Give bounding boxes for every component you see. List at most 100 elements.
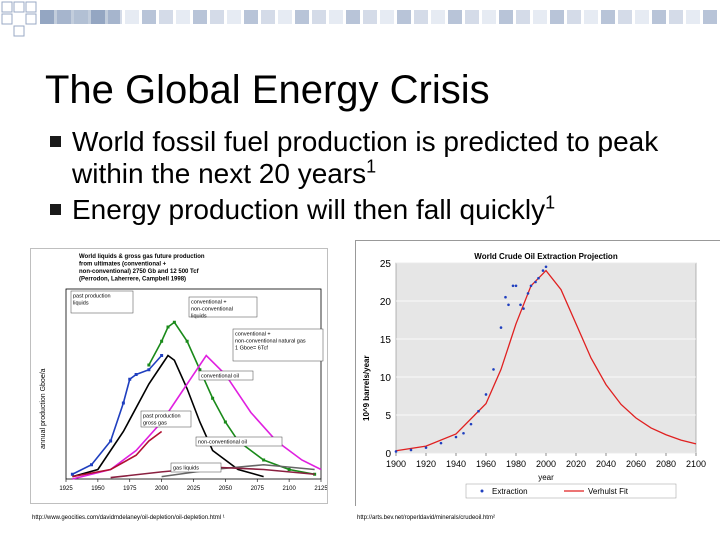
grid-square [159,10,173,24]
annotation-box [198,370,254,381]
annotation-box [232,328,324,362]
grid-square [686,10,700,24]
grid-square [363,10,377,24]
chart-title-line: (Perrodon, Laherrere, Campbell 1998) [79,277,186,283]
series-point [70,472,74,476]
y-tick-label: 10 [380,373,392,384]
grid-square [703,10,717,24]
grid-square [74,10,88,24]
annotation-label: liquids [191,314,207,320]
annotation-label: conventional oil [201,374,239,380]
bullet-text: Energy production will then fall quickly [72,194,546,225]
grid-square [261,10,275,24]
x-tick-label: 1920 [416,459,436,469]
annotation-label: liquids [73,301,89,307]
series-point [454,435,458,439]
liquids-gas-production-chart: 1925 1950 1975 2000 2025 2050 2075 2100 2125 annu… [30,248,328,504]
annotation-box [70,290,134,314]
grid-square [635,10,649,24]
series-point [492,368,495,371]
grid-square [142,10,156,24]
series-point [529,284,533,288]
grid-square [380,10,394,24]
series-point [172,320,176,324]
annotation-label: past production [143,414,181,420]
x-tick-label: 2020 [566,459,586,469]
series-line [72,354,322,480]
series-point [185,339,189,343]
annotation-box [170,462,222,473]
grid-square [431,10,445,24]
source-link-right[interactable]: http://arts.bev.net/roperldavid/minerals… [357,515,495,521]
x-tick-label: 1900 [386,459,406,469]
grid-square [618,10,632,24]
source-link-left[interactable]: http://www.geocities.com/davidmdelaney/o… [32,515,225,521]
y-axis-label: annual production Gboe/a [40,368,47,449]
annotation-label: non-conventional [191,307,233,313]
series-point [511,284,515,288]
series-point [526,292,530,295]
x-tick-label: 2040 [596,459,616,469]
plot-area [395,262,697,454]
grid-square [57,10,71,24]
series-point [462,431,465,435]
series-point [522,307,525,310]
grid-square [550,10,564,24]
series-point [160,354,164,357]
grid-square [414,10,428,24]
grid-square [329,10,343,24]
series-point [287,468,291,471]
series-point [469,422,473,426]
x-tick-label: 1950 [91,486,105,492]
annotation-label: gas liquids [173,466,199,472]
corner-grid-decoration [1,1,717,37]
x-tick-label: 2075 [251,486,265,492]
grid-square [91,10,105,24]
annotation-label: 1 Gboe= 6Tcf [235,346,268,352]
bullet-item: World fossil fuel production is predicte… [50,126,710,190]
series-line [72,430,163,478]
series-point [519,303,522,307]
chart-title-line: from ultimates (conventional + [79,262,167,268]
y-tick-label: 20 [380,297,392,308]
grid-square [13,1,25,13]
series-line [72,354,264,478]
grid-square [40,10,120,24]
grid-square [567,10,581,24]
series-point [507,303,510,307]
grid-square [227,10,241,24]
grid-square [652,10,666,24]
y-tick-label: 0 [385,449,391,460]
x-tick-label: 2025 [187,486,201,492]
series-point [134,373,138,376]
grid-square [584,10,598,24]
grid-square [448,10,462,24]
series-point [439,441,443,445]
legend-label-fit: Verhulst Fit [588,487,629,496]
x-tick-label: 2100 [686,459,706,469]
grid-square [482,10,496,24]
series-point [544,265,548,269]
grid-square [295,10,309,24]
series-point [198,368,202,372]
plot-area [65,288,322,480]
grid-square [312,10,326,24]
grid-square [210,10,224,24]
x-axis-label: year [538,473,554,482]
series-point [484,393,488,396]
footnote-marker: 1 [366,156,377,177]
chart-title: World Crude Oil Extraction Projection [474,252,618,261]
series-point [211,396,215,400]
grid-square [193,10,207,24]
grid-square [669,10,683,24]
series-point [537,276,540,280]
series-point [109,439,113,443]
series-point [147,368,151,372]
series-point [128,377,132,381]
series-point [534,280,537,284]
bullet-text: World fossil fuel production is predicte… [72,126,659,189]
grid-square [108,10,122,24]
grid-square [125,10,139,24]
bullet-square-icon [50,136,61,147]
series-point [514,284,518,288]
